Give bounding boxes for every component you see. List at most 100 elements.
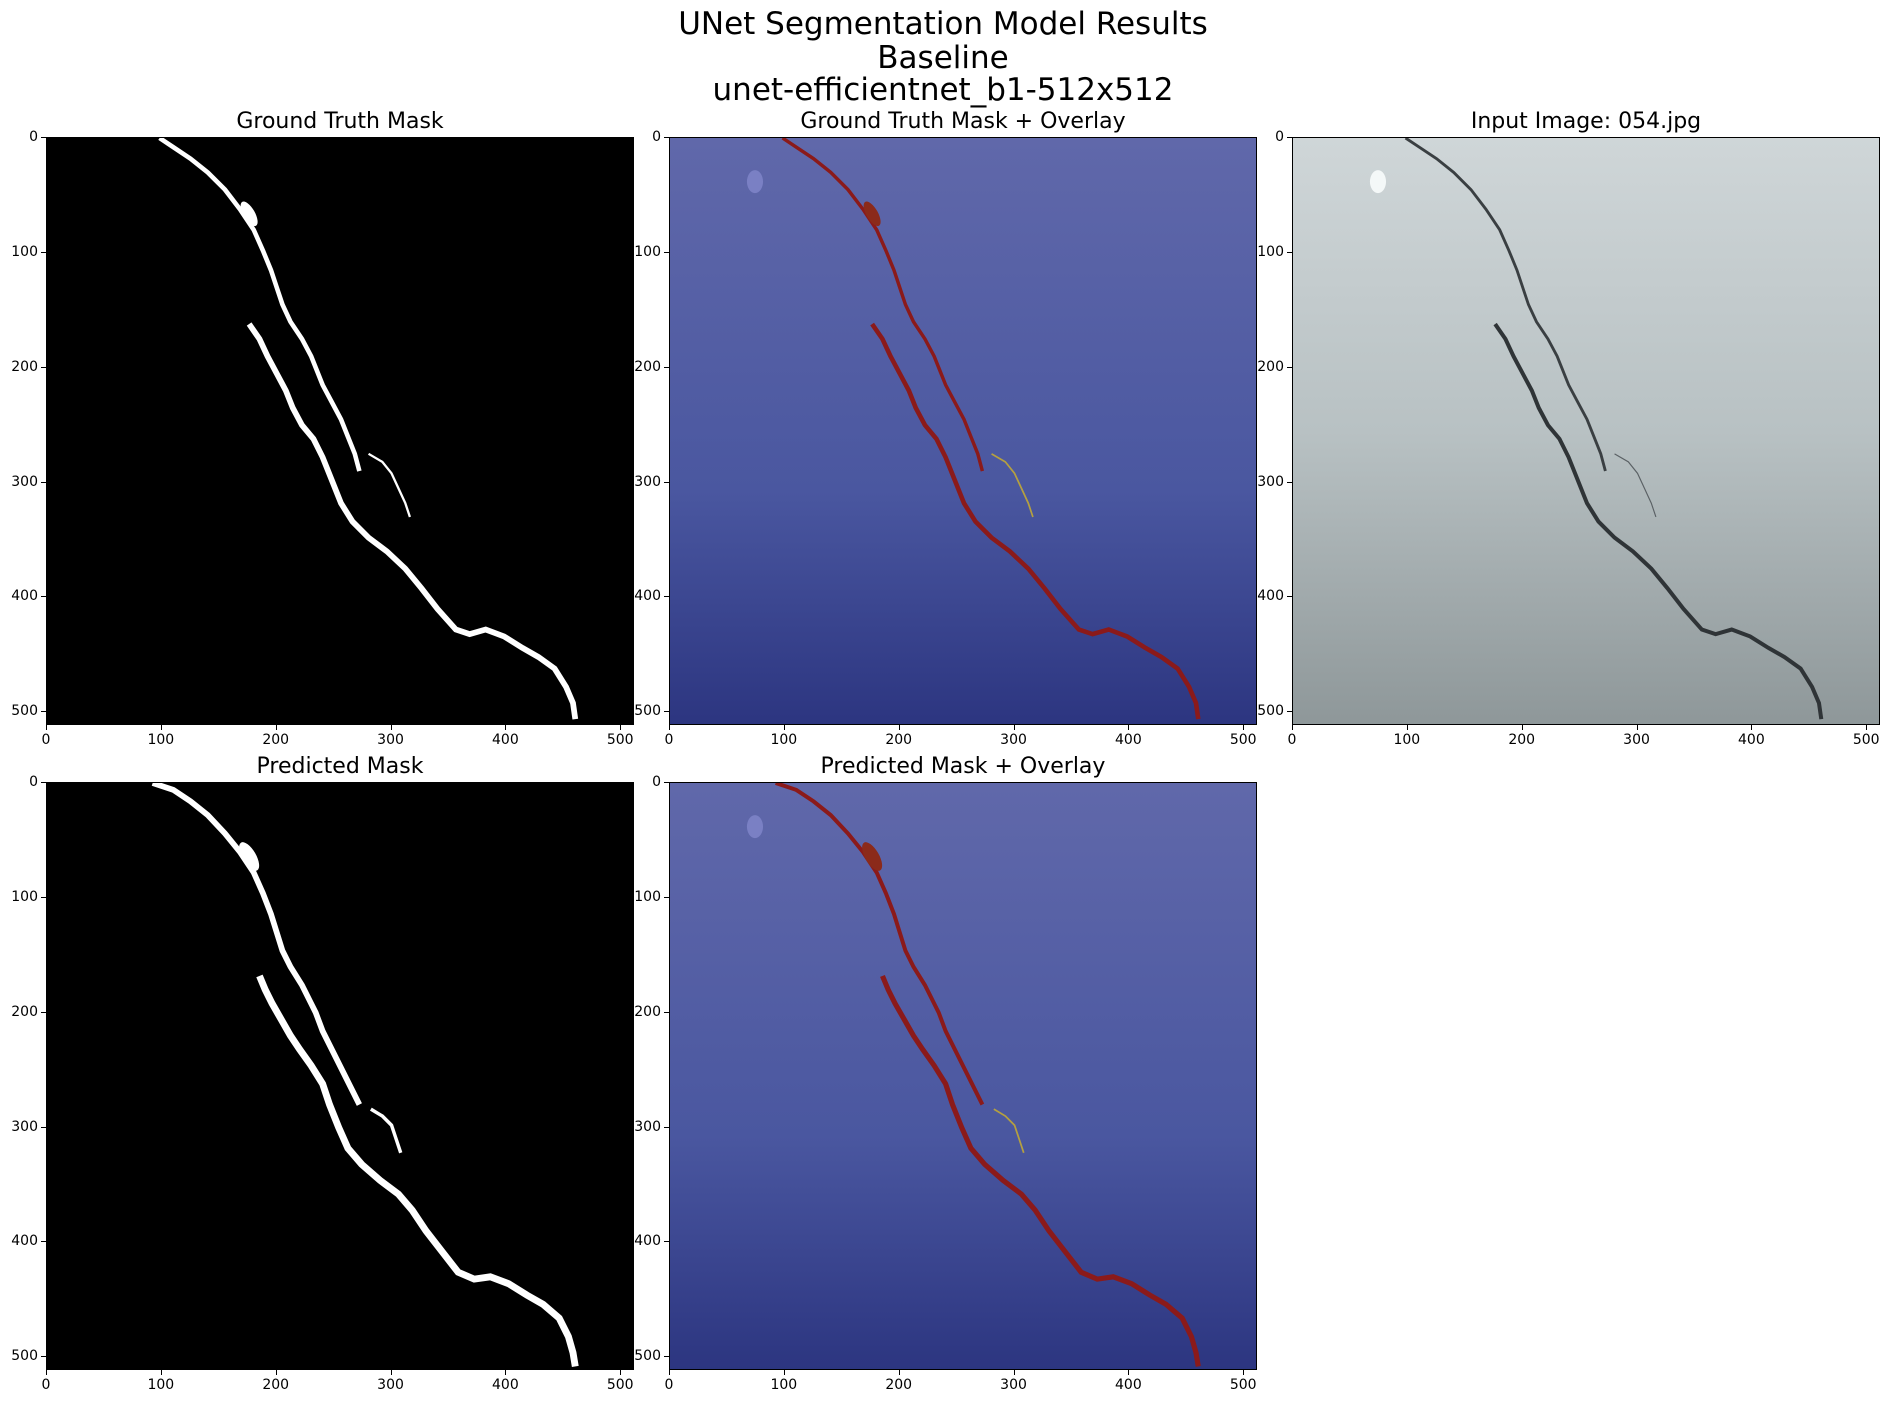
input-ytick-label: 400 [1257,588,1284,605]
panel-title-pred-mask: Predicted Mask [256,754,424,779]
gt-overlay-xtick-label: 100 [770,732,798,748]
input-xtick-mark [1751,725,1753,730]
pred-mask-ytick-label: 200 [11,1003,38,1020]
pred-mask-xtick-mark [620,1370,622,1375]
figure-title-line-2: Baseline [877,40,1009,76]
input-ytick-label: 500 [1257,703,1284,720]
pred-mask-ytick-mark [41,1241,46,1243]
pred-mask-xtick-label: 500 [606,1377,634,1393]
gt-overlay-xtick-label: 200 [885,732,913,748]
gt-overlay-ytick-label: 100 [634,243,661,260]
pred-mask-ytick-mark [41,896,46,898]
input-image [1292,137,1880,725]
input-ytick-label: 0 [1275,129,1284,145]
input-xtick-mark [1636,725,1638,730]
gt-mask-xtick-mark [620,725,622,730]
input-xtick-label: 200 [1508,732,1536,748]
gt-overlay-ytick-label: 0 [652,129,661,145]
input-xtick-mark [1866,725,1868,730]
pred-mask-xtick-mark [505,1370,507,1375]
pred-mask-ytick-label: 400 [11,1233,38,1250]
gt-mask-xtick-label: 400 [492,732,519,748]
pred-mask-xtick-mark [275,1370,277,1375]
gt-overlay-xtick-label: 400 [1115,732,1142,748]
pred-overlay-xtick-label: 300 [1000,1377,1027,1393]
panel-title-gt-mask: Ground Truth Mask [236,109,444,134]
pred-overlay-ytick-mark [664,782,669,783]
pred-overlay-xtick-mark [1243,1370,1245,1375]
gt-overlay-ytick-mark [664,481,669,483]
pred-overlay-xtick-label: 0 [664,1377,674,1393]
input-xtick-label: 400 [1738,732,1765,748]
gt-mask-xtick-label: 500 [606,732,634,748]
pred-overlay-ytick-label: 0 [652,774,661,790]
panel-title-input: Input Image: 054.jpg [1470,109,1702,134]
gt-overlay-xtick-mark [1243,725,1245,730]
pred-mask-ytick-mark [41,1356,46,1358]
gt-overlay-xtick-mark [669,725,670,730]
pred-mask-ytick-mark [41,782,46,783]
gt-overlay-ytick-label: 500 [634,703,661,720]
pred-overlay-ytick-mark [664,1356,669,1358]
pred-overlay-image [669,782,1257,1370]
gt-mask-ytick-mark [41,711,46,713]
gt-mask-xtick-mark [390,725,392,730]
pred-mask-xtick-label: 100 [147,1377,175,1393]
input-ytick-mark [1287,251,1292,253]
gt-mask-ytick-mark [41,366,46,368]
gt-mask-xtick-mark [160,725,162,730]
gt-mask-xtick-label: 200 [262,732,290,748]
gt-mask-ytick-mark [41,596,46,598]
pred-overlay-ytick-label: 400 [634,1233,661,1250]
gt-mask-ytick-label: 100 [11,243,38,260]
input-xtick-label: 500 [1852,732,1880,748]
gt-overlay-image [669,137,1257,725]
panel-title-gt-overlay: Ground Truth Mask + Overlay [800,109,1126,134]
gt-mask-ytick-label: 0 [29,129,38,145]
input-ytick-mark [1287,481,1292,483]
pred-overlay-xtick-label: 100 [770,1377,798,1393]
gt-mask-ytick-label: 200 [11,358,38,375]
gt-overlay-xtick-mark [783,725,785,730]
gt-overlay-ytick-mark [664,711,669,713]
pred-overlay-xtick-label: 200 [885,1377,913,1393]
pred-mask-xtick-label: 300 [377,1377,404,1393]
pred-overlay-ytick-label: 100 [634,888,661,905]
gt-overlay-xtick-mark [1013,725,1015,730]
gt-overlay-xtick-mark [898,725,900,730]
pred-overlay-xtick-mark [1128,1370,1130,1375]
gt-overlay-ytick-label: 200 [634,358,661,375]
pred-overlay-xtick-mark [898,1370,900,1375]
pred-overlay-ytick-mark [664,1241,669,1243]
gt-overlay-xtick-label: 300 [1000,732,1027,748]
pred-overlay-ytick-mark [664,1126,669,1128]
pred-mask-xtick-mark [46,1370,47,1375]
gt-overlay-ytick-label: 300 [634,473,661,490]
gt-overlay-xtick-mark [1128,725,1130,730]
input-ytick-label: 300 [1257,473,1284,490]
input-xtick-label: 0 [1287,732,1297,748]
gt-mask-xtick-label: 100 [147,732,175,748]
gt-overlay-ytick-label: 400 [634,588,661,605]
input-xtick-label: 300 [1623,732,1650,748]
pred-mask-ytick-label: 0 [29,774,38,790]
pred-overlay-ytick-mark [664,1011,669,1013]
gt-overlay-xtick-label: 500 [1229,732,1257,748]
pred-overlay-xtick-label: 400 [1115,1377,1142,1393]
gt-mask-xtick-mark [46,725,47,730]
pred-mask-ytick-mark [41,1011,46,1013]
input-ytick-label: 200 [1257,358,1284,375]
input-ytick-mark [1287,366,1292,368]
input-ytick-mark [1287,596,1292,598]
input-ytick-label: 100 [1257,243,1284,260]
gt-mask-xtick-mark [505,725,507,730]
gt-overlay-ytick-mark [664,251,669,253]
gt-mask-ytick-mark [41,481,46,483]
pred-overlay-xtick-mark [783,1370,785,1375]
pred-overlay-xtick-mark [1013,1370,1015,1375]
gt-mask-image [46,137,634,725]
gt-overlay-ytick-mark [664,137,669,138]
input-xtick-mark [1292,725,1293,730]
pred-mask-ytick-label: 300 [11,1118,38,1135]
pred-mask-ytick-mark [41,1126,46,1128]
